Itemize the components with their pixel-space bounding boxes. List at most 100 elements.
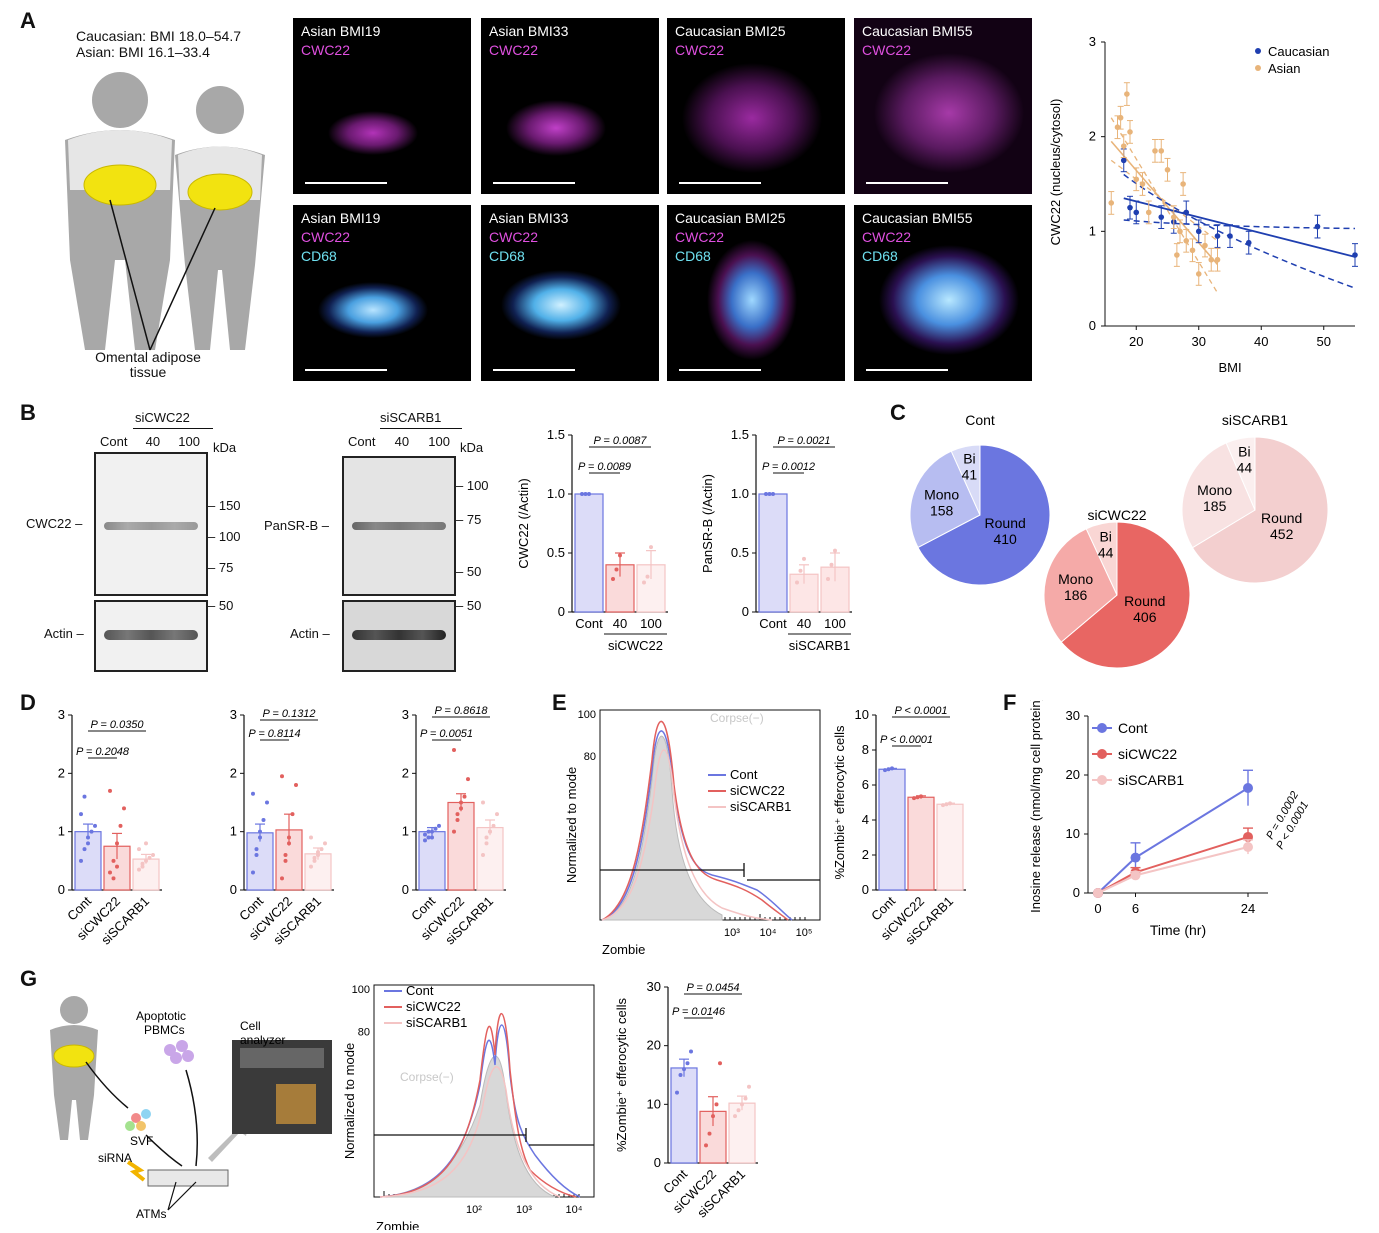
legend-marker: [1255, 65, 1261, 71]
x-tick-label: 20: [1129, 334, 1143, 349]
scatter-point-asian: [1183, 238, 1190, 244]
micrograph-title: Asian BMI19: [301, 23, 381, 39]
y-tick-label: 6: [862, 777, 869, 792]
ci-line-asian: [1110, 117, 1219, 294]
y-tick-label: 30: [647, 979, 661, 994]
data-point: [883, 768, 887, 773]
y-tick-label: 100: [578, 709, 596, 721]
y-tick-label: 2: [1089, 129, 1096, 144]
data-point: [115, 841, 119, 846]
data-point: [915, 795, 920, 800]
data-point: [433, 826, 438, 831]
data-point: [122, 806, 126, 811]
data-point: [580, 492, 584, 496]
scale-bar: [305, 369, 387, 371]
scale-bar: [679, 369, 761, 371]
cohort-caucasian: Caucasian: BMI 18.0–54.7: [76, 28, 241, 44]
data-point: [452, 748, 456, 752]
p-value-label: P = 0.8618: [434, 705, 488, 717]
data-point: [287, 841, 291, 846]
data-point: [455, 812, 460, 817]
data-point: [111, 858, 116, 863]
stain-label-cwc22: CWC22: [862, 42, 912, 58]
pie-slice-round: [917, 444, 1051, 586]
data-point: [747, 1084, 751, 1089]
data-point: [795, 580, 799, 585]
p-value-label: P = 0.1312: [262, 708, 315, 720]
p-value-label: P < 0.0001: [894, 705, 947, 717]
data-point: [481, 853, 485, 857]
scatter-point-asian: [1120, 143, 1127, 149]
data-point: [312, 858, 317, 863]
label-atms: ATMs: [136, 1207, 166, 1221]
data-point: [707, 1131, 712, 1136]
pie-title: Cont: [965, 412, 995, 428]
x-tick-label: 100: [640, 616, 662, 631]
data-point: [290, 812, 295, 817]
lane-label: Cont: [100, 434, 128, 449]
y-tick-label: 0.5: [547, 545, 565, 560]
scatter-point-asian: [1164, 167, 1171, 173]
micrograph-title: Caucasian BMI25: [675, 210, 786, 226]
y-tick-label: 3: [58, 707, 65, 722]
blot2-group-line: [380, 428, 462, 429]
regression-line-caucasian: [1123, 197, 1356, 258]
histogram-curve-2: [601, 749, 773, 921]
y-tick-label: 1: [402, 824, 409, 839]
data-point: [115, 864, 119, 869]
x-tick-label: 10⁵: [796, 927, 813, 939]
legend-label: siCWC22: [1118, 746, 1177, 762]
stain-label-cwc22: CWC22: [489, 42, 539, 58]
blot1-group-line: [133, 428, 213, 429]
cell-analyzer-icon: [232, 1040, 332, 1134]
kda-label: kDa: [213, 440, 237, 455]
micrograph-asian-bmi19-cwc22: Asian BMI19 CWC22: [293, 18, 471, 194]
data-point: [265, 800, 269, 805]
micrograph-caucasian-bmi55-cwc22: Caucasian BMI55 CWC22: [854, 18, 1032, 194]
scatter-point-asian: [1108, 200, 1115, 206]
chart-a-ylabel: CWC22 (nucleus/cytosol): [1048, 99, 1063, 246]
scatter-point-caucasian: [1133, 209, 1140, 216]
pie-slice-value: 186: [1064, 587, 1088, 603]
stain-label-cwc22: CWC22: [675, 229, 725, 245]
pie-slice-bi: [950, 444, 981, 516]
data-point: [309, 835, 313, 840]
legend-label: siSCARB1: [730, 799, 791, 814]
scatter-point-caucasian: [1195, 228, 1202, 235]
data-point: [919, 794, 923, 799]
line-marker: [1243, 782, 1253, 793]
y-axis-label: Normalized to mode: [342, 1043, 357, 1159]
y-tick-label: 10: [1066, 826, 1080, 841]
p-value-label: P = 0.0454: [686, 982, 739, 994]
y-tick-label: 1.0: [547, 486, 565, 501]
data-point: [733, 1114, 737, 1119]
data-point: [743, 1096, 748, 1101]
data-point: [611, 576, 615, 581]
x-tick-label: 10²: [466, 1204, 482, 1216]
corpse-label: Corpse(−): [710, 711, 764, 725]
pie-slice-label: Bi: [1238, 444, 1250, 460]
scatter-point-asian: [1133, 176, 1140, 183]
data-point: [689, 1049, 693, 1054]
data-point: [82, 794, 87, 799]
p-value-label: P = 0.2048: [76, 746, 130, 758]
data-point: [319, 847, 324, 852]
p-value-label: P = 0.0350: [90, 719, 144, 731]
p-value-label: P = 0.0012: [762, 461, 815, 473]
marker: – 150: [208, 498, 241, 513]
p-value-label: P = 0.0087: [593, 435, 647, 447]
data-point: [430, 829, 434, 834]
scatter-point-asian: [1139, 181, 1146, 187]
legend-marker: [1255, 48, 1261, 54]
micrograph-title: Caucasian BMI55: [862, 23, 973, 39]
y-tick-label: 0: [1089, 318, 1096, 333]
x-tick-label: Cont: [575, 616, 603, 631]
panel-g-histogram: 100 80 10² 10³ 10⁴ Corpse(−) ContsiCWC22siSCAR…: [342, 983, 595, 1230]
data-point: [79, 812, 83, 817]
lane-label: 40: [145, 434, 161, 449]
pie-slice-round: [1060, 521, 1191, 669]
label-cell: Cell: [240, 1019, 261, 1033]
panel-letter-d: D: [20, 690, 36, 715]
line-series-2: [1097, 846, 1249, 894]
